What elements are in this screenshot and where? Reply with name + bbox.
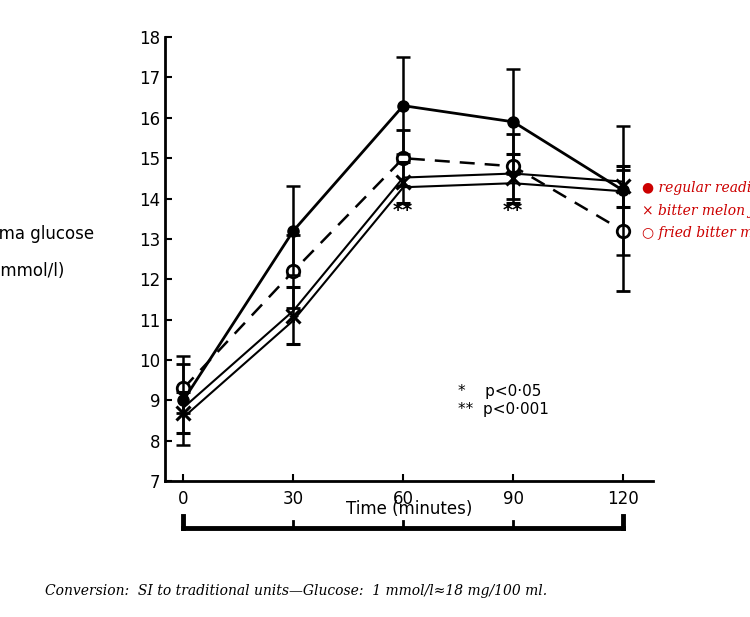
Text: ○ fried bitter melon: ○ fried bitter melon bbox=[641, 226, 750, 240]
Text: (mmol/l): (mmol/l) bbox=[0, 262, 65, 281]
Text: × bitter melon juice: × bitter melon juice bbox=[641, 204, 750, 218]
Text: Time (minutes): Time (minutes) bbox=[346, 500, 472, 518]
Text: Plasma glucose: Plasma glucose bbox=[0, 225, 94, 244]
Text: Conversion:  SI to traditional units—Glucose:  1 mmol/l≈18 mg/100 ml.: Conversion: SI to traditional units—Gluc… bbox=[45, 584, 547, 598]
Text: **: ** bbox=[503, 201, 524, 220]
Text: ● regular reading: ● regular reading bbox=[641, 181, 750, 196]
Text: *: * bbox=[288, 313, 298, 332]
Text: *    p<0·05
**  p<0·001: * p<0·05 ** p<0·001 bbox=[458, 384, 549, 416]
Text: **: ** bbox=[393, 201, 413, 220]
